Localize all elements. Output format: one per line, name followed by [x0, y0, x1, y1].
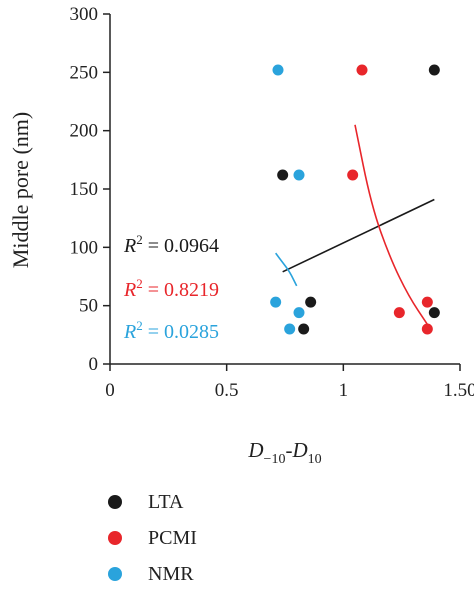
x-tick-label: 1	[339, 380, 349, 401]
legend-label: LTA	[148, 491, 183, 514]
y-tick-label: 200	[70, 121, 99, 142]
legend-item-nmr: NMR	[108, 556, 197, 592]
legend-label: NMR	[148, 563, 194, 586]
nmr-point	[294, 170, 305, 181]
legend-label: PCMI	[148, 527, 197, 550]
y-tick-label: 0	[89, 354, 99, 375]
data-points	[270, 65, 440, 335]
lta-fit-line	[283, 200, 435, 272]
pcmi-r2-label: R2 = 0.8219	[123, 276, 219, 301]
x-tick-label: 0	[105, 380, 115, 401]
lta-point	[305, 297, 316, 308]
nmr-point	[273, 65, 284, 76]
lta-point	[429, 307, 440, 318]
lta-r2-label: R2 = 0.0964	[123, 232, 219, 257]
x-axis-label: D−10-D10	[247, 438, 321, 467]
y-tick-label: 250	[70, 62, 99, 83]
lta-point	[277, 170, 288, 181]
y-axis-label: Middle pore (nm)	[8, 112, 33, 268]
pcmi-point	[347, 170, 358, 181]
pcmi-point	[422, 297, 433, 308]
pcmi-point	[394, 307, 405, 318]
x-tick-label: 0.5	[215, 380, 239, 401]
fit-lines	[276, 125, 435, 325]
legend-marker	[108, 495, 122, 509]
lta-point	[298, 324, 309, 335]
lta-point	[429, 65, 440, 76]
nmr-point	[284, 324, 295, 335]
y-tick-label: 100	[70, 237, 99, 258]
nmr-point	[270, 297, 281, 308]
legend-item-pcmi: PCMI	[108, 520, 197, 556]
pcmi-point	[422, 324, 433, 335]
legend-item-lta: LTA	[108, 484, 197, 520]
legend-marker	[108, 531, 122, 545]
pcmi-fit-line	[355, 125, 427, 325]
y-tick-label: 300	[70, 4, 99, 25]
nmr-point	[294, 307, 305, 318]
x-tick-label: 1.50	[443, 380, 474, 401]
y-tick-label: 150	[70, 179, 99, 200]
y-tick-label: 50	[79, 296, 98, 317]
r2-annotations: R2 = 0.0964 R2 = 0.8219 R2 = 0.0285	[123, 232, 219, 343]
pcmi-point	[357, 65, 368, 76]
legend: LTA PCMI NMR	[108, 484, 197, 592]
nmr-r2-label: R2 = 0.0285	[123, 318, 219, 343]
